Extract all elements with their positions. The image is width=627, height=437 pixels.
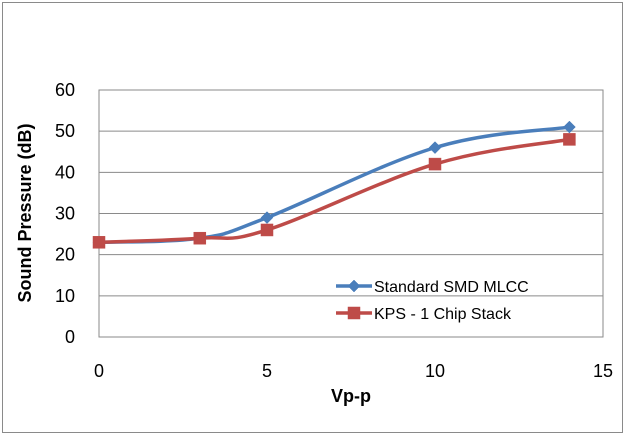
x-tick-labels: 0 5 10 15 <box>94 361 613 381</box>
y-tick-label: 60 <box>55 80 75 100</box>
x-tick-label: 15 <box>593 361 613 381</box>
data-point <box>428 157 442 171</box>
data-point <box>92 236 106 249</box>
y-tick-label: 20 <box>55 245 75 265</box>
y-tick-labels: 0 10 20 30 40 50 60 <box>55 80 75 347</box>
data-point <box>260 223 274 237</box>
y-tick-label: 10 <box>55 286 75 306</box>
x-axis-title: Vp-p <box>331 386 371 406</box>
data-point <box>428 141 442 154</box>
x-tick-label: 5 <box>262 361 272 381</box>
data-point <box>563 120 576 134</box>
legend-label: Standard SMD MLCC <box>374 279 529 296</box>
legend-item: Standard SMD MLCC <box>336 279 529 296</box>
x-tick-label: 10 <box>425 361 445 381</box>
data-point <box>563 133 576 146</box>
x-tick-label: 0 <box>94 361 104 381</box>
y-axis-title: Sound Pressure (dB) <box>15 123 35 302</box>
series-group <box>92 120 576 249</box>
legend-swatch-marker <box>347 279 361 293</box>
y-tick-label: 30 <box>55 204 75 224</box>
y-tick-label: 50 <box>55 121 75 141</box>
y-tick-label: 0 <box>65 327 75 347</box>
legend-swatch-marker <box>347 306 361 320</box>
series-line <box>98 137 570 245</box>
legend-item: KPS - 1 Chip Stack <box>336 306 512 323</box>
data-point <box>260 211 274 224</box>
series-2 <box>92 133 576 249</box>
legend: Standard SMD MLCC KPS - 1 Chip Stack <box>336 279 529 323</box>
y-tick-label: 40 <box>55 162 75 182</box>
data-point <box>193 231 207 245</box>
legend-label: KPS - 1 Chip Stack <box>374 306 512 323</box>
